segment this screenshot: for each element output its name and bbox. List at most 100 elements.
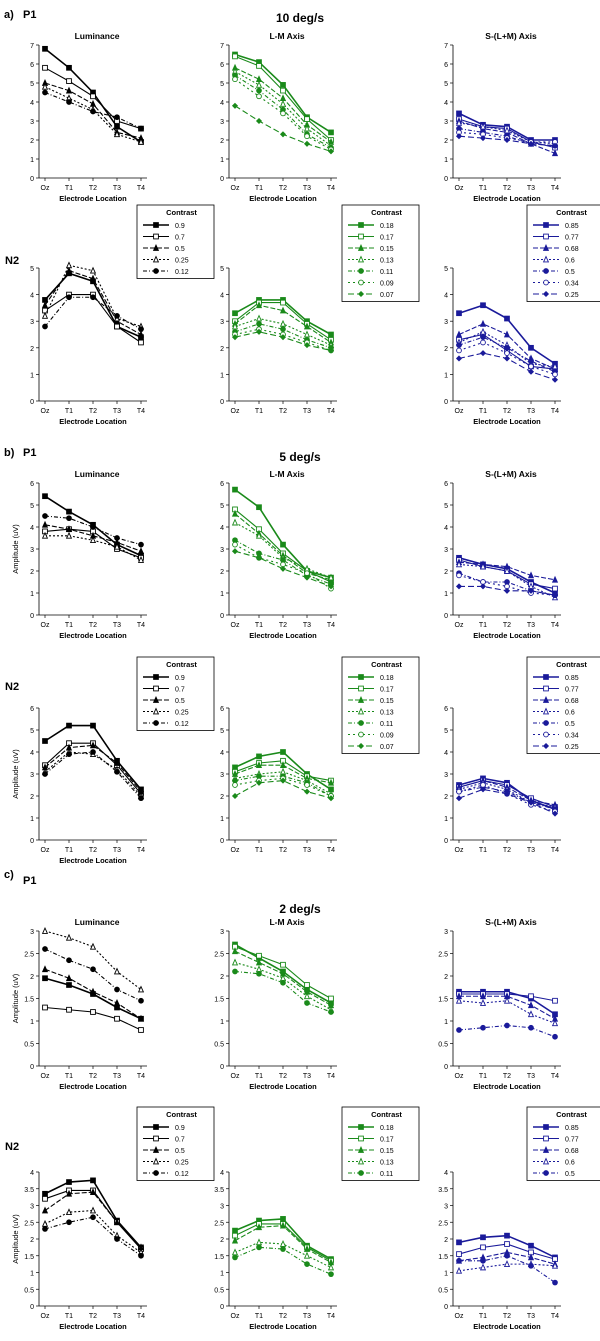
data-point (358, 674, 364, 680)
y-tick-label: 4 (444, 293, 448, 300)
y-tick-label: 6 (220, 481, 224, 488)
x-tick-label: T3 (113, 408, 121, 415)
y-tick-label: 2 (30, 346, 34, 353)
x-tick-label: T3 (303, 1313, 311, 1320)
legend-entry: 0.9 (175, 223, 185, 230)
data-point (542, 1157, 550, 1165)
data-point (138, 997, 144, 1004)
data-point (503, 136, 511, 144)
legend-entry: 0.9 (175, 675, 185, 682)
chart-panel: 0 1 2 3 4 5 6 Oz T1 T2 T3 T4 L-M Axis Electrode Locat… (220, 469, 337, 640)
y-tick-label: 3.5 (438, 1187, 448, 1194)
data-point (456, 342, 462, 348)
section-letter: a) (4, 9, 14, 21)
data-point (304, 1261, 310, 1267)
x-tick-label: Oz (41, 408, 50, 415)
data-point (256, 1244, 262, 1251)
x-tick-label: Oz (455, 185, 464, 192)
y-tick-label: 2 (30, 569, 34, 576)
data-point (456, 1251, 462, 1257)
data-point (66, 957, 72, 964)
data-point (66, 1006, 72, 1013)
x-tick-label: T1 (255, 622, 263, 629)
x-axis-label: Electrode Location (249, 194, 317, 203)
y-tick-label: 6 (220, 62, 224, 69)
legend-entry: 0.68 (565, 1148, 579, 1155)
y-tick-label: 5 (30, 81, 34, 88)
legend-entry: 0.85 (565, 223, 579, 230)
chart-panel: 0 0.5 1 1.5 2 2.5 3 Oz T1 T2 T3 T4 S-(L+M) Axis Elect… (438, 917, 561, 1091)
data-point (503, 587, 511, 594)
data-point (42, 323, 48, 330)
x-tick-label: T3 (113, 847, 121, 854)
data-point (42, 45, 48, 52)
legend-entry: 0.07 (380, 744, 394, 751)
data-point (89, 987, 97, 995)
data-point (358, 268, 364, 274)
data-point (328, 129, 334, 136)
y-tick-label: 2 (30, 794, 34, 801)
legend-entry: 0.85 (565, 675, 579, 682)
x-tick-label: T2 (503, 847, 511, 854)
data-point (357, 290, 365, 298)
y-tick-label: 4 (444, 100, 448, 107)
data-point (551, 362, 559, 370)
chart-panel: 0 0.5 1 1.5 2 2.5 3 3.5 4 Oz T1 T2 T3 T4 Electrode Loc… (214, 1170, 337, 1331)
data-point (542, 244, 550, 251)
chart-panel: 0 1 2 3 4 5 6 7 Oz T1 T2 T3 T4 L-M Axis Electrode Loca… (220, 31, 337, 203)
data-point (551, 1261, 559, 1269)
data-point (42, 89, 48, 96)
y-tick-label: 5 (30, 728, 34, 735)
data-point (153, 720, 159, 726)
data-point (89, 274, 97, 282)
legend-entry: 0.13 (380, 710, 394, 717)
data-point (138, 125, 144, 132)
data-point (90, 749, 96, 755)
x-tick-label: T2 (89, 1073, 97, 1080)
y-tick-label: 3 (220, 772, 224, 779)
data-point (357, 255, 365, 263)
legend-entry: 0.09 (380, 733, 394, 740)
data-point (542, 290, 550, 298)
y-tick-label: 4 (220, 100, 224, 107)
legend-title: Contrast (556, 1110, 587, 1119)
y-axis-label: Amplitude (uV) (11, 749, 20, 799)
legend: Contrast 0.85 0.77 0.68 0.6 0.5 (526, 1106, 600, 1181)
series-line (44, 296, 142, 330)
data-point (504, 315, 510, 322)
x-tick-label: T4 (137, 847, 145, 854)
legend-entry: 0.34 (565, 281, 579, 288)
y-tick-label: 3 (30, 1204, 34, 1211)
x-tick-label: T4 (551, 1313, 559, 1320)
y-tick-label: 2.5 (438, 952, 448, 959)
x-tick-label: T2 (279, 622, 287, 629)
data-point (328, 331, 334, 338)
data-point (280, 961, 286, 968)
data-point (114, 535, 120, 541)
data-point (479, 327, 487, 335)
x-tick-label: T4 (551, 847, 559, 854)
data-point (137, 547, 145, 555)
y-tick-label: 1 (30, 1271, 34, 1278)
data-point (455, 118, 463, 126)
y-tick-label: 5 (220, 728, 224, 735)
data-point (456, 110, 462, 117)
legend-entry: 0.25 (565, 292, 579, 299)
data-point (138, 1252, 144, 1259)
data-point (114, 313, 120, 319)
data-point (551, 592, 559, 599)
series-line (234, 780, 332, 799)
data-point (479, 1263, 487, 1271)
legend-title: Contrast (556, 208, 587, 217)
y-tick-label: 0 (30, 1064, 34, 1071)
chart-panel: 0 1 2 3 4 5 6 Oz T1 T2 T3 T4 (220, 706, 337, 854)
chart-panel: 0 1 2 3 4 5 6 7 Oz T1 T2 T3 T4 S-(L+M) Axis Electrode … (444, 31, 561, 203)
y-tick-label: 0.5 (438, 1287, 448, 1294)
data-point (256, 63, 262, 69)
x-tick-label: T4 (327, 408, 335, 415)
data-point (552, 1033, 558, 1040)
legend-title: Contrast (166, 660, 197, 669)
data-point (479, 135, 487, 142)
data-point (231, 102, 239, 109)
